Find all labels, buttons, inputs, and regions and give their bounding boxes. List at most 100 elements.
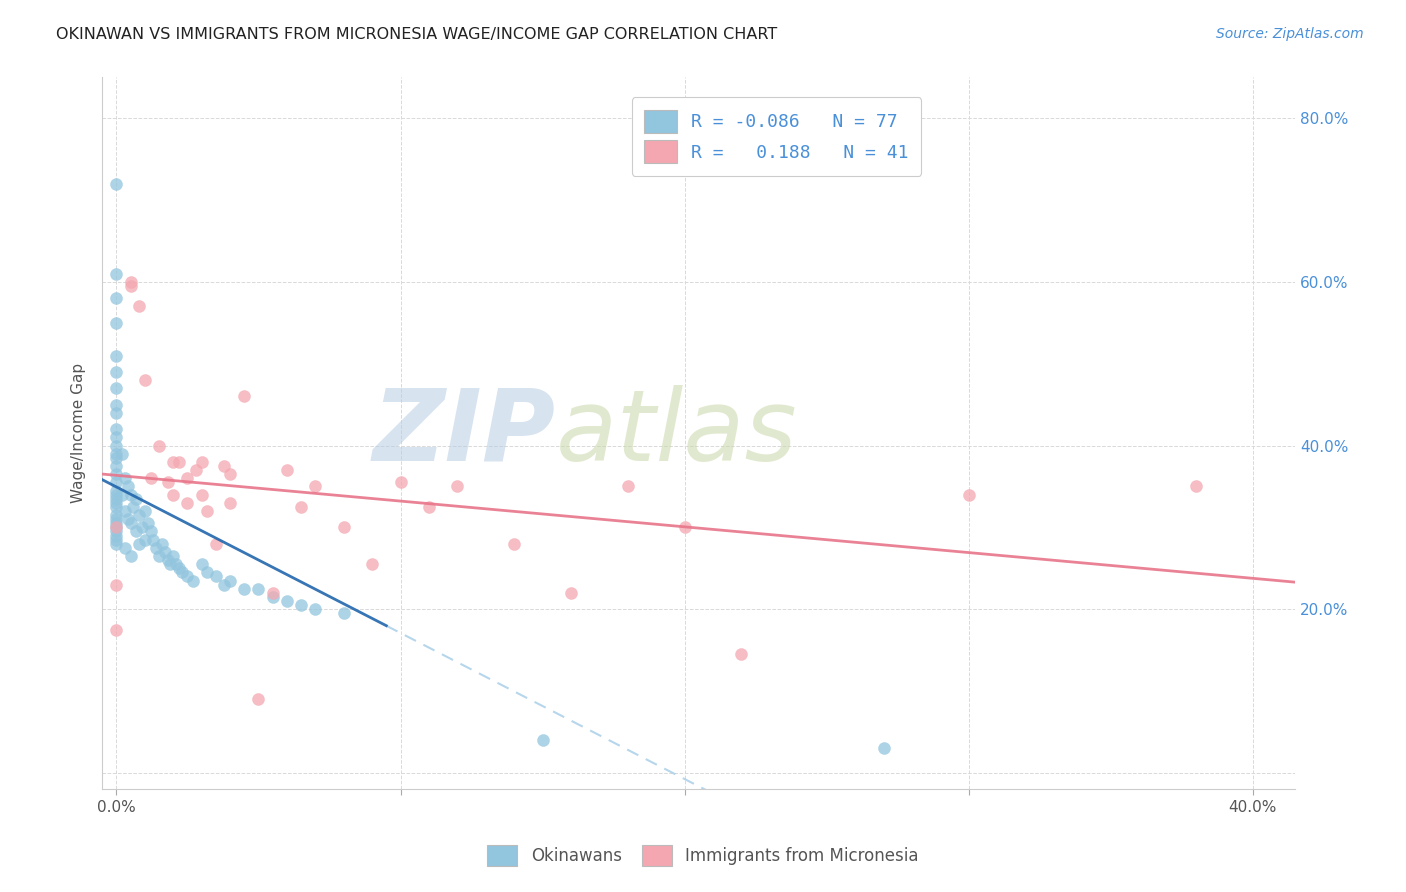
Point: [162, 488, 184, 502]
Legend: Okinawans, Immigrants from Micronesia: Okinawans, Immigrants from Micronesia: [479, 837, 927, 875]
Point: [105, 406, 128, 420]
Point: [105, 500, 128, 514]
Point: [162, 549, 184, 563]
Point: [145, 541, 167, 555]
Point: [114, 471, 136, 485]
Point: [114, 541, 136, 555]
Point: [105, 430, 128, 444]
Point: [184, 463, 207, 477]
Point: [276, 463, 298, 477]
Point: [105, 475, 128, 490]
Point: [190, 557, 212, 571]
Point: [105, 537, 128, 551]
Point: [304, 602, 326, 616]
Point: [105, 439, 128, 453]
Point: [105, 623, 128, 637]
Point: [170, 566, 193, 580]
Point: [389, 475, 412, 490]
Point: [503, 537, 526, 551]
Point: [105, 381, 128, 395]
Point: [262, 590, 284, 604]
Point: [156, 553, 179, 567]
Point: [134, 373, 156, 387]
Text: atlas: atlas: [555, 384, 797, 482]
Point: [190, 488, 212, 502]
Point: [730, 647, 752, 661]
Point: [153, 545, 176, 559]
Point: [219, 467, 242, 482]
Point: [247, 692, 270, 706]
Text: OKINAWAN VS IMMIGRANTS FROM MICRONESIA WAGE/INCOME GAP CORRELATION CHART: OKINAWAN VS IMMIGRANTS FROM MICRONESIA W…: [56, 27, 778, 42]
Point: [156, 475, 179, 490]
Point: [105, 398, 128, 412]
Point: [304, 479, 326, 493]
Point: [446, 479, 468, 493]
Point: [247, 582, 270, 596]
Point: [134, 533, 156, 547]
Point: [139, 471, 162, 485]
Point: [205, 537, 228, 551]
Point: [105, 422, 128, 436]
Point: [560, 586, 582, 600]
Point: [290, 598, 312, 612]
Point: [233, 582, 256, 596]
Y-axis label: Wage/Income Gap: Wage/Income Gap: [72, 363, 86, 503]
Point: [122, 500, 145, 514]
Point: [105, 508, 128, 522]
Point: [361, 557, 384, 571]
Text: Source: ZipAtlas.com: Source: ZipAtlas.com: [1216, 27, 1364, 41]
Point: [181, 574, 204, 588]
Point: [114, 504, 136, 518]
Point: [105, 520, 128, 534]
Point: [262, 586, 284, 600]
Point: [205, 569, 228, 583]
Point: [673, 520, 696, 534]
Point: [128, 300, 150, 314]
Point: [105, 577, 128, 591]
Point: [120, 516, 142, 531]
Point: [120, 275, 142, 289]
Point: [531, 733, 554, 747]
Point: [165, 557, 187, 571]
Point: [125, 491, 148, 506]
Point: [617, 479, 640, 493]
Point: [139, 524, 162, 539]
Point: [148, 439, 170, 453]
Point: [233, 389, 256, 403]
Point: [131, 520, 153, 534]
Point: [176, 471, 198, 485]
Point: [176, 496, 198, 510]
Text: ZIP: ZIP: [373, 384, 555, 482]
Point: [105, 520, 128, 534]
Point: [105, 467, 128, 482]
Point: [105, 365, 128, 379]
Point: [105, 291, 128, 305]
Point: [176, 569, 198, 583]
Point: [195, 504, 218, 518]
Point: [128, 537, 150, 551]
Point: [105, 458, 128, 473]
Point: [105, 524, 128, 539]
Point: [190, 455, 212, 469]
Point: [136, 516, 159, 531]
Point: [142, 533, 165, 547]
Point: [117, 512, 139, 526]
Point: [125, 524, 148, 539]
Point: [167, 455, 190, 469]
Point: [105, 496, 128, 510]
Point: [332, 607, 354, 621]
Point: [120, 279, 142, 293]
Point: [120, 549, 142, 563]
Point: [332, 520, 354, 534]
Point: [276, 594, 298, 608]
Point: [219, 574, 242, 588]
Point: [105, 316, 128, 330]
Point: [214, 577, 236, 591]
Point: [105, 349, 128, 363]
Point: [150, 537, 173, 551]
Point: [214, 458, 236, 473]
Point: [105, 450, 128, 465]
Point: [159, 557, 181, 571]
Point: [111, 488, 134, 502]
Point: [957, 488, 980, 502]
